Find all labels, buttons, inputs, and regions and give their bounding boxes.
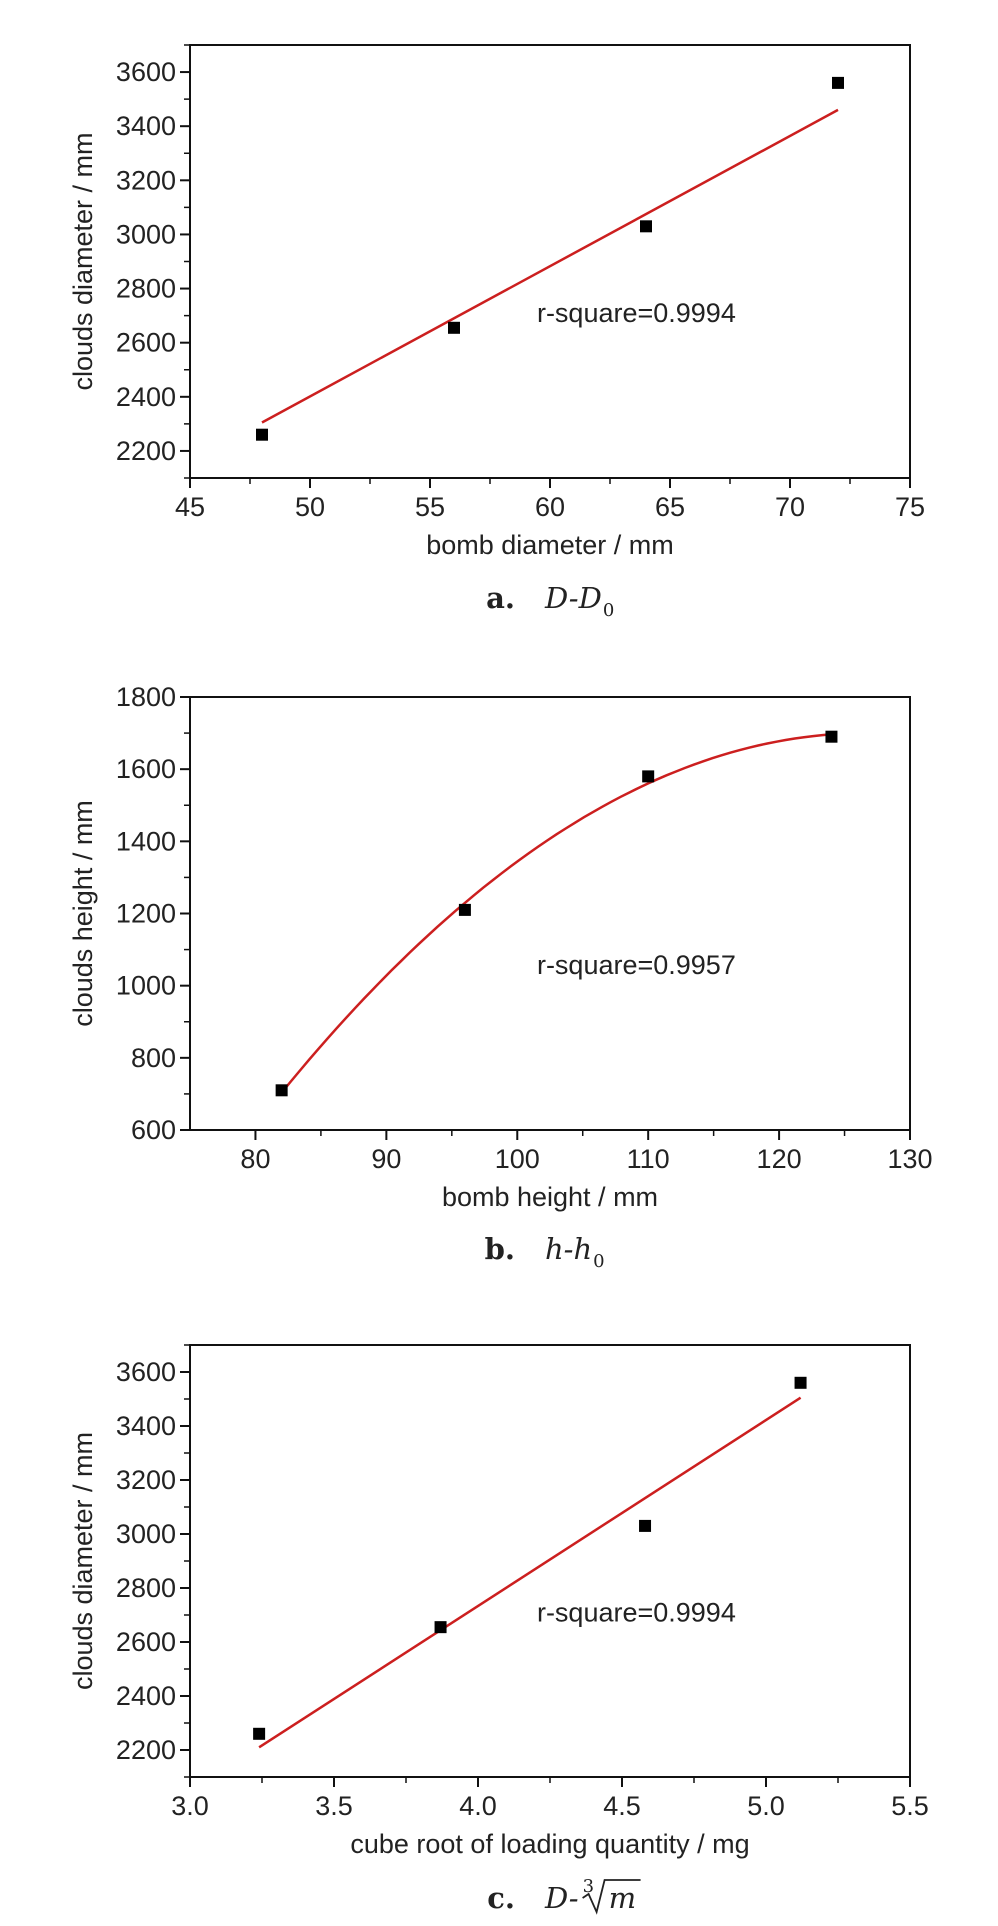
data-point [639,1519,652,1532]
caption-letter: a. [486,581,515,615]
y-tick-label: 3000 [116,219,176,249]
x-tick-label: 110 [627,1144,670,1174]
y-tick-label: 3400 [116,111,176,141]
chart-c: 3.0 3.5 4.0 4.5 5.0 5.5 2200 2400 2600 2800 3000 32… [68,1344,929,1915]
x-tick-label: 5.5 [891,1791,929,1821]
x-tick-label: 45 [175,492,205,522]
y-tick-label: 2400 [116,1681,176,1711]
y-tick-label: 2200 [116,1735,176,1765]
data-point [275,1084,288,1097]
y-tick-label: 2800 [116,1573,176,1603]
data-point [253,1727,266,1740]
x-tick-label: 70 [775,492,805,522]
y-tick-label: 1400 [116,826,176,856]
x-tick-label: 75 [895,492,925,522]
data-point [642,770,655,783]
x-tick-label: 3.0 [171,1791,209,1821]
caption-formula: D-D [544,581,602,615]
y-tick-label: 800 [131,1043,176,1073]
y-tick-label: 3200 [116,165,176,195]
caption-radicand: m [609,1881,637,1915]
r-square-annotation: r-square=0.9994 [537,298,736,328]
y-tick-label: 2800 [116,274,176,304]
fit-line [280,733,832,1094]
plot-frame [189,1344,911,1778]
x-axis-title: bomb diameter / mm [426,530,674,560]
y-tick-label: 3600 [116,1357,176,1387]
y-axis-title: clouds diameter / mm [68,1432,98,1690]
y-tick-label: 3600 [116,57,176,87]
r-square-annotation: r-square=0.9994 [537,1597,736,1627]
x-tick-label: 100 [495,1144,540,1174]
x-tick-label: 4.0 [459,1791,497,1821]
caption-subscript: 0 [593,1251,604,1272]
x-tick-label: 50 [295,492,325,522]
data-point [434,1621,447,1634]
data-point [832,76,844,89]
chart-b: 80 90 100 110 120 130 600 800 1000 1200 1400 1600 18… [68,682,933,1272]
fit-line [258,1396,802,1749]
x-tick-label: 60 [535,492,565,522]
x-tick-label: 90 [371,1144,401,1174]
y-tick-label: 3400 [116,1411,176,1441]
caption-subscript: 0 [603,600,614,621]
y-tick-label: 1000 [116,971,176,1001]
y-tick-label: 1200 [116,899,176,929]
data-point [458,903,471,916]
x-tick-label: 120 [757,1144,802,1174]
data-point [256,428,268,441]
data-point [640,220,652,233]
caption-formula: D- [544,1881,579,1915]
y-tick-label: 2600 [116,328,176,358]
data-point [794,1376,807,1389]
r-square-annotation: r-square=0.9957 [537,950,736,980]
y-tick-label: 3000 [116,1519,176,1549]
y-tick-label: 1600 [116,754,176,784]
caption-letter: b. [485,1232,515,1266]
data-point [825,730,838,743]
fit-line [261,108,839,424]
chart-a: 45 50 55 60 65 70 75 2200 2400 2600 2800 3000 3200 34… [68,44,925,621]
x-tick-label: 130 [887,1144,932,1174]
y-tick-label: 2600 [116,1627,176,1657]
y-tick-label: 1800 [116,682,176,712]
x-axis-title: cube root of loading quantity / mg [350,1829,749,1859]
x-tick-label: 5.0 [747,1791,785,1821]
x-axis-title: bomb height / mm [442,1182,658,1212]
y-axis-title: clouds height / mm [68,800,98,1027]
y-tick-label: 2200 [116,436,176,466]
data-point [448,321,460,334]
y-tick-label: 3200 [116,1465,176,1495]
caption-formula: h-h [545,1232,592,1266]
x-tick-label: 4.5 [603,1791,641,1821]
x-tick-label: 55 [415,492,445,522]
x-tick-label: 80 [240,1144,270,1174]
caption-letter: c. [487,1881,515,1915]
plot-frame [189,44,911,479]
x-tick-label: 65 [655,492,685,522]
caption-root-index: 3 [583,1876,594,1897]
y-tick-label: 2400 [116,382,176,412]
caption-radical-sign [582,1879,641,1915]
x-tick-label: 3.5 [315,1791,353,1821]
y-axis-title: clouds diameter / mm [68,132,98,390]
plot-frame [189,696,911,1131]
y-tick-label: 600 [131,1115,176,1145]
